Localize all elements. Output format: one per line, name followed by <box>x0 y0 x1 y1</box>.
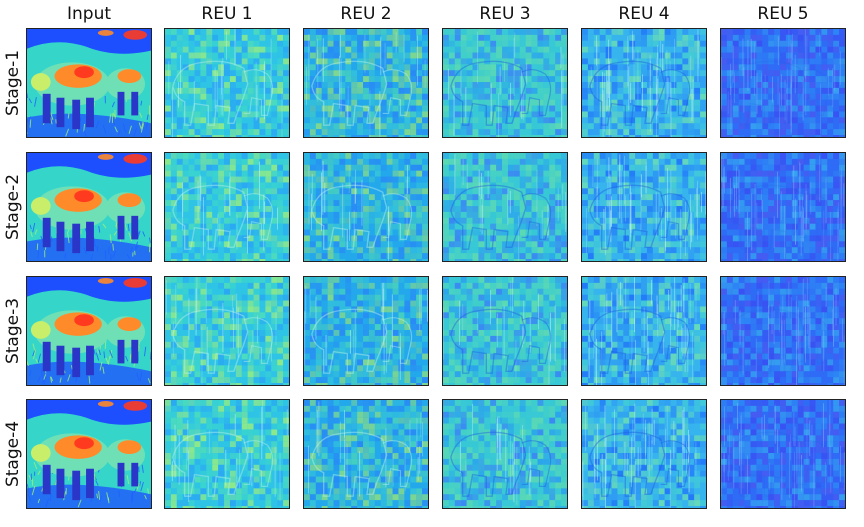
row-label: Stage-2 <box>2 146 24 268</box>
feature-heatmap <box>165 153 289 261</box>
feature-heatmap <box>443 277 567 385</box>
feature-heatmap <box>304 153 428 261</box>
feature-map <box>442 152 568 262</box>
column-title: REU 1 <box>201 4 253 24</box>
row-label-text: Stage-4 <box>3 420 24 488</box>
input-heatmap <box>27 29 151 137</box>
row-label: Stage-1 <box>2 22 24 144</box>
feature-heatmap <box>721 277 845 385</box>
feature-heatmap <box>443 400 567 508</box>
column-title: REU 2 <box>340 4 392 24</box>
input-image <box>26 399 152 509</box>
input-image <box>26 28 152 138</box>
row-label: Stage-3 <box>2 270 24 392</box>
row-label-text: Stage-2 <box>3 173 24 241</box>
feature-map <box>581 152 707 262</box>
feature-heatmap <box>165 277 289 385</box>
feature-heatmap <box>443 153 567 261</box>
feature-map <box>303 276 429 386</box>
column-title: REU 3 <box>479 4 531 24</box>
input-heatmap <box>27 153 151 261</box>
feature-map <box>303 399 429 509</box>
feature-heatmap <box>721 400 845 508</box>
input-image <box>26 276 152 386</box>
feature-map <box>303 152 429 262</box>
feature-map <box>720 152 846 262</box>
feature-heatmap <box>443 29 567 137</box>
column-title: REU 4 <box>618 4 670 24</box>
feature-heatmap <box>582 29 706 137</box>
input-image <box>26 152 152 262</box>
feature-map <box>164 28 290 138</box>
feature-map <box>442 28 568 138</box>
row-label-text: Stage-3 <box>3 297 24 365</box>
row-label: Stage-4 <box>2 393 24 515</box>
row-label-text: Stage-1 <box>3 49 24 117</box>
feature-heatmap <box>582 277 706 385</box>
input-heatmap <box>27 400 151 508</box>
feature-heatmap <box>165 29 289 137</box>
feature-map <box>720 399 846 509</box>
feature-heatmap <box>165 400 289 508</box>
column-title: Input <box>66 4 112 24</box>
feature-map <box>303 28 429 138</box>
feature-heatmap <box>582 153 706 261</box>
feature-heatmap <box>304 277 428 385</box>
feature-heatmap <box>721 29 845 137</box>
feature-map <box>581 399 707 509</box>
input-heatmap <box>27 277 151 385</box>
feature-map <box>164 399 290 509</box>
feature-map <box>581 276 707 386</box>
feature-map <box>720 28 846 138</box>
feature-map <box>164 276 290 386</box>
feature-map <box>442 399 568 509</box>
feature-heatmap <box>582 400 706 508</box>
feature-map <box>442 276 568 386</box>
feature-heatmap <box>304 400 428 508</box>
feature-heatmap <box>721 153 845 261</box>
feature-map <box>581 28 707 138</box>
feature-map <box>720 276 846 386</box>
feature-heatmap <box>304 29 428 137</box>
feature-map <box>164 152 290 262</box>
column-title: REU 5 <box>757 4 809 24</box>
